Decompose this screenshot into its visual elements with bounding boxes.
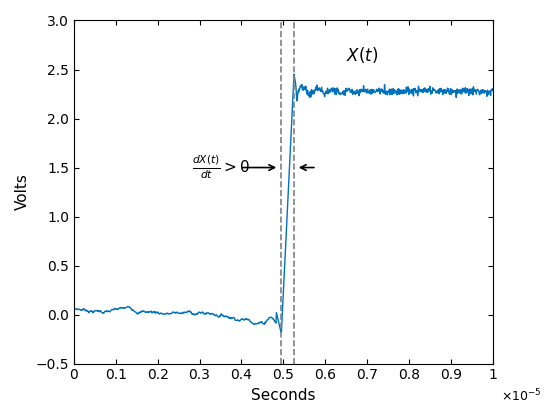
Y-axis label: Volts: Volts (15, 173, 30, 211)
Text: $\frac{dX(t)}{dt}>0$: $\frac{dX(t)}{dt}>0$ (192, 154, 250, 181)
Text: $\times10^{-5}$: $\times10^{-5}$ (501, 387, 542, 404)
X-axis label: Seconds: Seconds (251, 388, 316, 403)
Text: $X(t)$: $X(t)$ (346, 45, 378, 65)
